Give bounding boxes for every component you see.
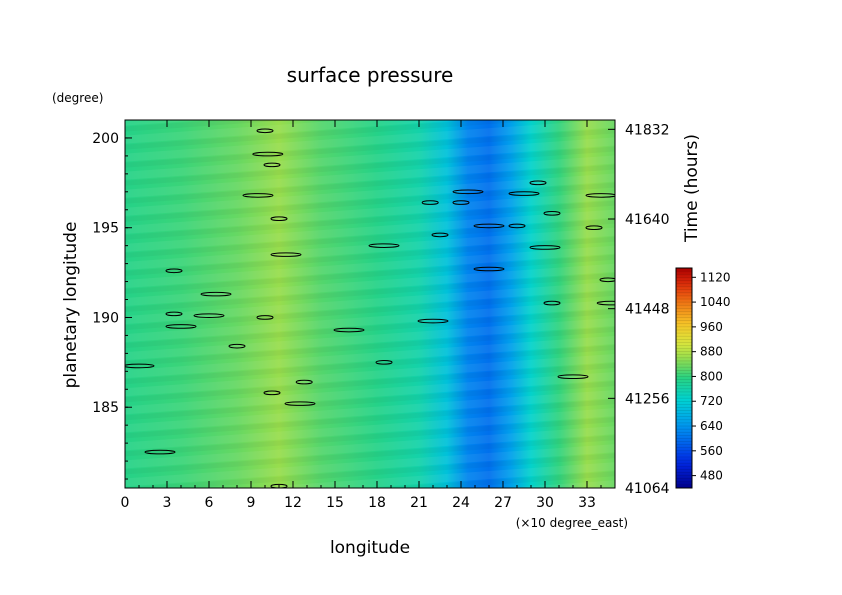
contour-line bbox=[508, 191, 540, 196]
contour-line bbox=[529, 245, 561, 250]
colorbar-tick-label: 480 bbox=[700, 469, 723, 483]
y2-tick-label: 41448 bbox=[625, 302, 670, 318]
colorbar-bands bbox=[676, 270, 692, 486]
colorbar-tick-label: 640 bbox=[700, 419, 723, 433]
contour-line bbox=[144, 449, 176, 455]
x-tick-label: 30 bbox=[536, 495, 554, 511]
contour-line bbox=[508, 223, 526, 229]
contour-line bbox=[557, 374, 589, 380]
colorbar-ticks: 480 560 640 720 800 880 960 1040 1120 bbox=[692, 270, 731, 483]
contour-line bbox=[421, 200, 439, 205]
contour-line bbox=[452, 189, 484, 195]
contour-line bbox=[263, 162, 281, 168]
x-tick-label: 33 bbox=[578, 495, 596, 511]
contour-line bbox=[242, 193, 274, 198]
colorbar-tick-label: 560 bbox=[700, 444, 723, 458]
y2-axis-ticks: 41064 41256 41448 41640 41832 bbox=[608, 122, 670, 497]
contour-line bbox=[270, 252, 302, 257]
colorbar-tick-label: 960 bbox=[700, 320, 723, 334]
y-tick-label: 200 bbox=[92, 131, 119, 147]
x-axis-unit: (×10 degree_east) bbox=[516, 516, 628, 530]
plot-area bbox=[124, 119, 616, 489]
y2-axis-label: Time (hours) bbox=[682, 134, 702, 243]
contour-line bbox=[270, 216, 288, 222]
contour-line bbox=[431, 232, 449, 238]
heatmap-texture bbox=[125, 120, 615, 488]
y2-tick-label: 41064 bbox=[625, 481, 670, 497]
y-axis-ticks: 185 190 195 200 bbox=[92, 119, 132, 480]
y-axis-unit: (degree) bbox=[52, 91, 103, 105]
x-axis-ticks: 0 3 6 9 12 15 18 21 24 27 30 33 bbox=[121, 120, 616, 511]
contour-line bbox=[125, 363, 155, 369]
contour-line bbox=[368, 243, 400, 248]
x-axis-label: longitude bbox=[330, 538, 410, 558]
contour-line bbox=[543, 211, 561, 216]
x-tick-label: 0 bbox=[121, 495, 130, 511]
contour-line bbox=[596, 300, 615, 306]
contour-line bbox=[200, 291, 232, 297]
chart-title: surface pressure bbox=[287, 63, 454, 87]
x-tick-label: 12 bbox=[284, 495, 302, 511]
contour-line bbox=[375, 360, 393, 365]
x-tick-label: 15 bbox=[326, 495, 344, 511]
contour-line bbox=[529, 180, 547, 186]
contour-line bbox=[473, 266, 505, 272]
contour-line bbox=[270, 483, 288, 488]
y2-tick-label: 41256 bbox=[625, 391, 670, 407]
y-axis-label: planetary longitude bbox=[61, 222, 81, 389]
x-tick-label: 6 bbox=[205, 495, 214, 511]
x-tick-label: 3 bbox=[163, 495, 172, 511]
contour-line bbox=[417, 318, 449, 324]
x-tick-label: 9 bbox=[247, 495, 256, 511]
contour-line bbox=[252, 151, 284, 157]
y2-tick-label: 41832 bbox=[625, 122, 670, 138]
contour-line bbox=[543, 300, 561, 306]
contour-line bbox=[585, 225, 603, 231]
contour-line bbox=[165, 311, 183, 317]
y2-tick-label: 41640 bbox=[625, 212, 670, 228]
contour-line bbox=[599, 277, 615, 283]
contour-line bbox=[165, 268, 183, 274]
contour-line bbox=[263, 390, 281, 396]
x-tick-label: 21 bbox=[410, 495, 428, 511]
contour-line bbox=[165, 324, 197, 329]
colorbar-tick-label: 720 bbox=[700, 394, 723, 408]
colorbar-tick-label: 1120 bbox=[700, 270, 731, 284]
contour-line bbox=[228, 343, 246, 349]
x-tick-label: 27 bbox=[494, 495, 512, 511]
y-tick-label: 195 bbox=[92, 221, 119, 237]
contour-line bbox=[284, 401, 316, 406]
contour-line bbox=[295, 379, 313, 385]
contour-line bbox=[193, 313, 225, 318]
contour-lines bbox=[125, 128, 615, 488]
contour-line bbox=[256, 128, 274, 134]
contour-line bbox=[473, 223, 505, 229]
contour-line bbox=[452, 200, 470, 205]
plot-frame bbox=[124, 119, 616, 489]
contour-line bbox=[256, 315, 274, 320]
colorbar-tick-label: 800 bbox=[700, 369, 723, 383]
colorbar-tick-label: 1040 bbox=[700, 295, 731, 309]
y-tick-label: 185 bbox=[92, 400, 119, 416]
contour-line bbox=[333, 327, 365, 333]
colorbar-frame bbox=[675, 267, 693, 489]
x-tick-label: 24 bbox=[452, 495, 470, 511]
colorbar: 480 560 640 720 800 880 960 1040 1120 bbox=[675, 267, 731, 489]
colorbar-gradient bbox=[676, 268, 692, 488]
contour-line bbox=[585, 193, 615, 198]
x-tick-label: 18 bbox=[368, 495, 386, 511]
y-tick-label: 190 bbox=[92, 310, 119, 326]
colorbar-tick-label: 880 bbox=[700, 345, 723, 359]
